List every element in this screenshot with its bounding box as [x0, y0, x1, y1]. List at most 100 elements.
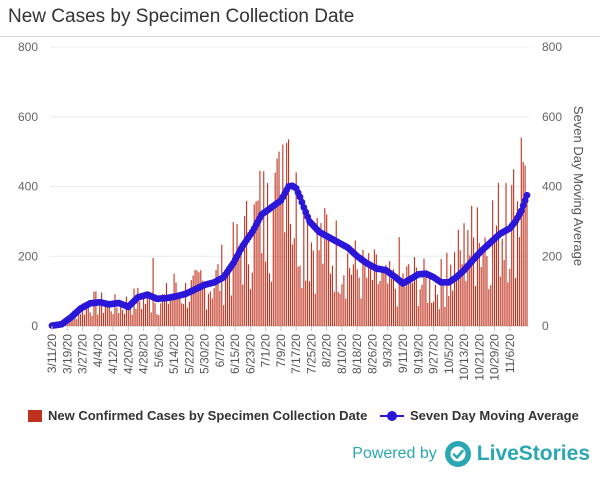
case-bar[interactable]: [81, 303, 84, 326]
moving-average-point[interactable]: [519, 202, 527, 210]
case-bar[interactable]: [373, 249, 375, 326]
case-bar[interactable]: [148, 296, 150, 326]
case-bar[interactable]: [345, 298, 347, 326]
case-bar[interactable]: [516, 201, 519, 326]
case-bar[interactable]: [244, 215, 246, 326]
case-bar[interactable]: [284, 232, 286, 326]
case-bar[interactable]: [120, 304, 122, 326]
case-bar[interactable]: [223, 305, 225, 326]
case-bar[interactable]: [198, 272, 200, 326]
case-bar[interactable]: [406, 266, 408, 326]
case-bar[interactable]: [295, 172, 297, 326]
case-bar[interactable]: [282, 144, 284, 326]
case-bar[interactable]: [242, 284, 244, 326]
case-bar[interactable]: [387, 283, 389, 326]
case-bar[interactable]: [322, 263, 324, 326]
case-bar[interactable]: [423, 258, 425, 326]
case-bar[interactable]: [188, 301, 190, 326]
case-bar[interactable]: [308, 281, 311, 326]
case-bar[interactable]: [411, 282, 414, 326]
case-bar[interactable]: [400, 279, 402, 326]
case-bar[interactable]: [337, 291, 339, 326]
legend-item-average[interactable]: Seven Day Moving Average: [380, 408, 579, 423]
case-bar[interactable]: [226, 268, 229, 326]
case-bar[interactable]: [301, 288, 303, 326]
case-bar[interactable]: [303, 214, 305, 326]
case-bar[interactable]: [526, 198, 528, 326]
case-bar[interactable]: [291, 244, 293, 326]
case-bar[interactable]: [518, 237, 520, 326]
case-bar[interactable]: [318, 250, 320, 326]
case-bar[interactable]: [354, 240, 356, 326]
moving-average-point[interactable]: [298, 198, 306, 206]
case-bar[interactable]: [349, 268, 351, 326]
case-bar[interactable]: [141, 308, 143, 326]
case-bar[interactable]: [177, 296, 179, 326]
case-bar[interactable]: [251, 272, 253, 326]
case-bar[interactable]: [358, 277, 360, 326]
case-bar[interactable]: [131, 314, 133, 326]
case-bar[interactable]: [76, 319, 78, 326]
case-bar[interactable]: [509, 268, 511, 326]
case-bar[interactable]: [381, 271, 383, 326]
case-bar[interactable]: [305, 280, 307, 326]
case-bar[interactable]: [446, 252, 448, 326]
case-bar[interactable]: [486, 256, 488, 326]
case-bar[interactable]: [432, 301, 435, 326]
case-bar[interactable]: [417, 306, 419, 326]
case-bar[interactable]: [200, 270, 202, 326]
case-bar[interactable]: [265, 261, 267, 326]
case-bar[interactable]: [129, 307, 131, 326]
case-bar[interactable]: [286, 142, 288, 326]
case-bar[interactable]: [80, 314, 82, 326]
case-bar[interactable]: [478, 243, 480, 326]
case-bar[interactable]: [431, 302, 433, 326]
case-bar[interactable]: [328, 238, 330, 326]
case-bar[interactable]: [93, 291, 95, 326]
case-bar[interactable]: [83, 314, 85, 326]
case-bar[interactable]: [213, 288, 215, 326]
case-bar[interactable]: [404, 286, 406, 326]
case-bar[interactable]: [438, 309, 440, 326]
case-bar[interactable]: [391, 278, 393, 326]
case-bar[interactable]: [461, 264, 463, 326]
case-bar[interactable]: [255, 201, 257, 326]
case-bar[interactable]: [307, 210, 309, 326]
case-bar[interactable]: [146, 292, 148, 326]
case-bar[interactable]: [122, 309, 124, 326]
moving-average-point[interactable]: [523, 191, 531, 199]
case-bar[interactable]: [253, 204, 255, 326]
case-bar[interactable]: [221, 244, 223, 326]
case-bar[interactable]: [139, 301, 141, 326]
case-bar[interactable]: [350, 274, 353, 326]
case-bar[interactable]: [442, 281, 444, 326]
case-bar[interactable]: [101, 292, 103, 326]
case-bar[interactable]: [225, 279, 227, 326]
case-bar[interactable]: [108, 301, 110, 326]
case-bar[interactable]: [480, 267, 482, 326]
case-bar[interactable]: [184, 282, 187, 326]
case-bar[interactable]: [495, 225, 498, 326]
case-bar[interactable]: [503, 259, 505, 326]
case-bar[interactable]: [123, 313, 126, 326]
case-bar[interactable]: [156, 314, 158, 326]
case-bar[interactable]: [160, 303, 162, 326]
case-bar[interactable]: [501, 238, 503, 326]
case-bar[interactable]: [408, 264, 410, 326]
case-bar[interactable]: [310, 242, 312, 326]
case-bar[interactable]: [341, 284, 343, 326]
case-bar[interactable]: [125, 296, 127, 326]
case-bar[interactable]: [505, 183, 507, 326]
case-bar[interactable]: [167, 304, 169, 326]
case-bar[interactable]: [150, 312, 152, 326]
case-bar[interactable]: [507, 282, 509, 326]
case-bar[interactable]: [331, 265, 333, 326]
case-bar[interactable]: [467, 230, 469, 326]
case-bar[interactable]: [190, 280, 192, 326]
case-bar[interactable]: [347, 253, 349, 326]
case-bar[interactable]: [377, 284, 379, 326]
case-bar[interactable]: [204, 283, 206, 326]
case-bar[interactable]: [419, 289, 421, 326]
case-bar[interactable]: [91, 316, 93, 326]
case-bar[interactable]: [513, 169, 515, 326]
